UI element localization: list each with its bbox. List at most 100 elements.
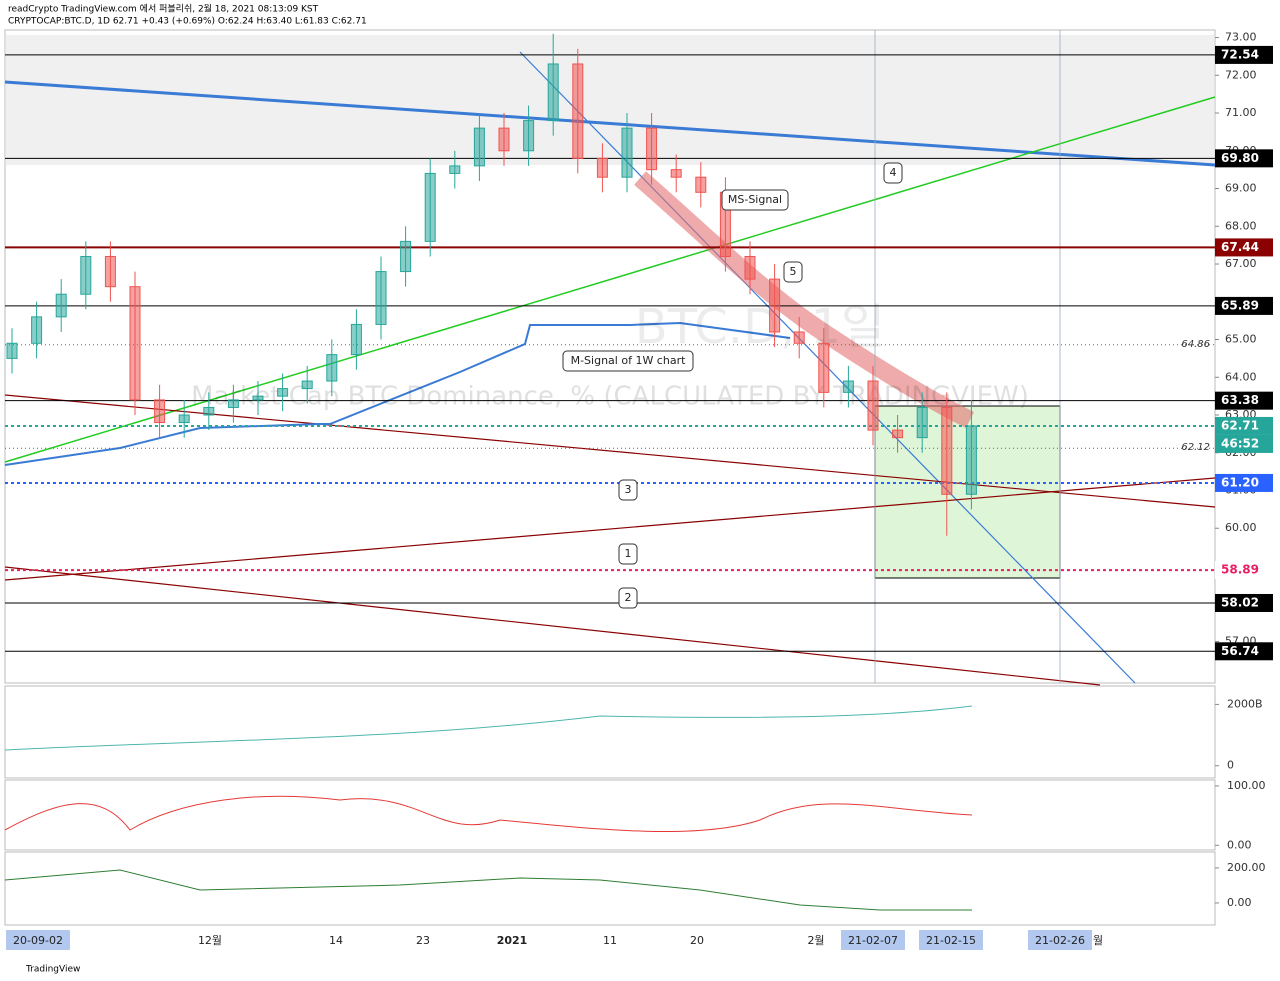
candle-body: [941, 406, 953, 495]
price-label-bg: [1215, 593, 1273, 612]
price-label: 56.74: [1221, 644, 1259, 658]
candle-body: [424, 172, 436, 242]
candle-body: [547, 63, 559, 122]
indicator-line: [4, 705, 973, 751]
annotation-box: [618, 543, 638, 565]
price-label-bg: [1215, 642, 1273, 661]
level-label: 62.12: [1181, 442, 1210, 453]
annotation-box: [783, 261, 803, 283]
candle-body: [31, 316, 43, 344]
trend-line: [4, 80, 1216, 167]
main-pane: [4, 29, 1216, 684]
candle-body: [744, 255, 756, 280]
annotation: M-Signal of 1W chart: [571, 354, 686, 367]
annotation: 5: [790, 265, 797, 278]
trend-line: [4, 96, 1216, 463]
annotation-box: [618, 587, 638, 609]
y-tick-label: 100.00: [1227, 779, 1266, 792]
ms-signal-band: [634, 171, 975, 429]
candle-body: [326, 354, 338, 382]
price-label: 72.54: [1221, 47, 1259, 61]
candle-body: [842, 380, 854, 393]
candle-body: [498, 127, 510, 152]
y-tick-label: 0.00: [1227, 896, 1252, 909]
candle-body: [965, 425, 977, 495]
y-tick-label: 73.00: [1225, 31, 1257, 44]
candle-body: [523, 120, 535, 152]
zone: [5, 35, 1215, 165]
candle-body: [252, 395, 264, 401]
price-label: 61.20: [1221, 475, 1259, 489]
watermark: BTC.D, 1일: [635, 299, 885, 355]
y-tick-label: 2000B: [1227, 697, 1263, 710]
candle-body: [646, 127, 658, 171]
footer-logo: TradingView: [25, 965, 80, 975]
candle-body: [867, 380, 879, 431]
momentum-pane: [4, 851, 1216, 926]
candle-body: [596, 157, 608, 178]
candle-body: [80, 255, 92, 295]
candle-body: [793, 331, 805, 344]
y-tick-label: 64.00: [1225, 370, 1257, 383]
oscillator-pane: [4, 779, 1216, 851]
trend-line: [4, 566, 1101, 686]
price-label: 67.44: [1221, 240, 1259, 254]
candle-body: [227, 399, 239, 408]
candle-body: [892, 429, 904, 439]
indicator-line: [4, 869, 972, 911]
volume-pane: [4, 685, 1216, 779]
y-tick-label: 65.00: [1225, 333, 1257, 346]
price-label-bg: [1215, 149, 1273, 168]
y-tick-label: 67.00: [1225, 257, 1257, 270]
annotation-box: [721, 189, 789, 211]
y-tick-label: 200.00: [1227, 861, 1266, 874]
price-label-bg: [1215, 45, 1273, 64]
x-label-bg: [6, 930, 70, 950]
x-label-bg: [919, 930, 983, 950]
y-tick-label: 72.00: [1225, 68, 1257, 81]
price-label-bg: [1215, 473, 1273, 492]
header-line: readCrypto TradingView.com 에서 퍼블리쉬, 2월 1…: [8, 3, 319, 15]
price-label-bg: [1215, 391, 1273, 410]
trend-line: [4, 477, 1216, 581]
candle-body: [350, 323, 362, 356]
annotation: 3: [625, 483, 632, 496]
price-label: 63.38: [1221, 393, 1259, 407]
price-label: 69.80: [1221, 151, 1259, 165]
candle-body: [6, 342, 18, 359]
x-label-bg: [1028, 930, 1092, 950]
watermark-sub: Market Cap BTC Dominance, % (CALCULATED …: [191, 382, 1029, 412]
y-tick-label: 69.00: [1225, 182, 1257, 195]
x-tick-label: 20: [690, 934, 704, 947]
candle-body: [375, 271, 387, 325]
x-tick-label: 2021: [497, 934, 528, 947]
countdown-bg: [1215, 434, 1273, 453]
x-tick-label: 12월: [198, 934, 222, 947]
x-tick-label: 23: [416, 934, 430, 947]
candle-body: [818, 342, 830, 393]
price-label: 65.89: [1221, 298, 1259, 312]
level-label: 64.86: [1181, 339, 1210, 350]
weekly-signal: [4, 321, 791, 466]
candle-body: [129, 286, 141, 401]
candle-body: [277, 388, 289, 397]
x-tick-label: 21-02-26: [1035, 934, 1085, 947]
candle-body: [916, 406, 928, 439]
price-label-bg: [1215, 561, 1273, 580]
candle-body: [301, 380, 313, 390]
candle-body: [621, 127, 633, 178]
price-label-bg: [1215, 238, 1273, 257]
annotation-box: [618, 479, 638, 501]
price-label-bg: [1215, 296, 1273, 315]
candle-body: [154, 399, 166, 424]
y-tick-label: 0.00: [1227, 838, 1252, 851]
x-tick-label: 20-09-02: [13, 934, 63, 947]
x-tick-label: 21-02-07: [848, 934, 898, 947]
annotation-box: [562, 350, 694, 372]
annotation: 2: [625, 591, 632, 604]
x-tick-label: 11: [603, 934, 617, 947]
annotation: 1: [625, 547, 632, 560]
candle-body: [473, 127, 485, 167]
candle-body: [670, 169, 682, 178]
